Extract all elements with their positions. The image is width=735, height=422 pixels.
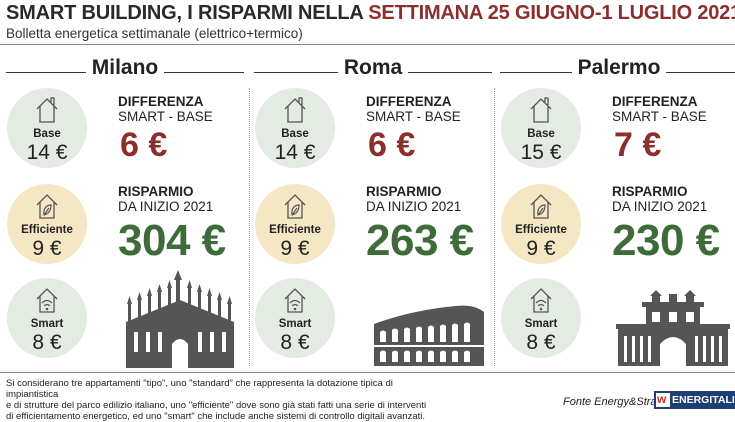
base-value: 14 €: [26, 141, 68, 164]
house-icon: [530, 97, 552, 123]
savings-value: 304 €: [118, 216, 226, 265]
house-leaf-icon: [36, 194, 58, 219]
savings-value: 230 €: [612, 216, 720, 265]
savings-label-line1: RISPARMIO: [612, 184, 688, 199]
house-leaf-icon: [530, 194, 552, 219]
brand-name: ENERGITALIA: [672, 394, 735, 406]
house-icon: [36, 97, 58, 123]
header-line-right: [408, 71, 493, 73]
base-circle: Base 15 €: [501, 88, 581, 168]
header-line-left: [500, 71, 572, 73]
note-line-2: e di strutture del parco edilizio italia…: [6, 400, 427, 411]
difference-label-line2: SMART - BASE: [118, 109, 213, 124]
difference-label: DIFFERENZA SMART - BASE: [118, 94, 213, 124]
smart-label: Smart: [278, 318, 312, 330]
smart-label: Smart: [30, 318, 64, 330]
header-line-left: [254, 71, 338, 73]
house-wifi-icon: [36, 288, 58, 313]
logo-glyph: w: [657, 392, 667, 406]
base-label: Base: [281, 128, 309, 140]
energitalia-badge: w ENERGITALIA: [654, 391, 735, 409]
efficient-label: Efficiente: [269, 224, 321, 236]
difference-label-line1: DIFFERENZA: [612, 94, 698, 109]
page-subtitle: Bolletta energetica settimanale (elettri…: [6, 26, 303, 41]
efficient-label: Efficiente: [21, 224, 73, 236]
teatro-politeama-icon: [616, 290, 730, 366]
efficient-label: Efficiente: [515, 224, 567, 236]
difference-label-line2: SMART - BASE: [612, 109, 707, 124]
page-title: SMART BUILDING, I RISPARMI NELLA SETTIMA…: [6, 2, 735, 25]
header-line-right: [666, 71, 735, 73]
difference-value: 6 €: [120, 126, 168, 164]
difference-label-line2: SMART - BASE: [366, 109, 461, 124]
savings-label: RISPARMIO DA INIZIO 2021: [612, 184, 707, 214]
city-name: Roma: [343, 56, 403, 79]
title-part-1: SMART BUILDING, I RISPARMI NELLA: [6, 2, 363, 24]
title-part-2: SETTIMANA 25 GIUGNO-1 LUGLIO 2021: [368, 2, 735, 24]
base-value: 14 €: [274, 141, 316, 164]
savings-value: 263 €: [366, 216, 474, 265]
difference-value: 6 €: [368, 126, 416, 164]
city-name: Milano: [91, 56, 159, 79]
house-wifi-icon: [530, 288, 552, 313]
city-header: Roma: [254, 56, 493, 80]
savings-label-line2: DA INIZIO 2021: [612, 199, 708, 214]
column-divider: [494, 88, 495, 366]
smart-circle: Smart 8 €: [7, 278, 87, 358]
city-block-milano: Milano Base 14 € Efficiente 9 € Smart: [6, 56, 244, 368]
duomo-milano-icon: [126, 270, 234, 368]
difference-label-line1: DIFFERENZA: [118, 94, 204, 109]
smart-value: 8 €: [32, 331, 62, 354]
smart-value: 8 €: [526, 331, 556, 354]
difference-label: DIFFERENZA SMART - BASE: [366, 94, 461, 124]
house-wifi-icon: [284, 288, 306, 313]
house-leaf-icon: [284, 194, 306, 219]
savings-label-line1: RISPARMIO: [118, 184, 194, 199]
energitalia-logo-icon: w: [656, 392, 670, 407]
methodology-note: Si considerano tre appartamenti "tipo", …: [6, 378, 446, 422]
savings-label-line1: RISPARMIO: [366, 184, 442, 199]
city-header: Milano: [6, 56, 244, 80]
note-line-3: di efficientamento energetico, ed uno "s…: [6, 411, 425, 422]
smart-circle: Smart 8 €: [255, 278, 335, 358]
city-name: Palermo: [577, 56, 661, 79]
efficient-circle: Efficiente 9 €: [501, 184, 581, 264]
header-line-left: [6, 71, 86, 73]
smart-label: Smart: [524, 318, 558, 330]
bottom-divider: [0, 372, 735, 373]
column-divider: [249, 88, 250, 366]
difference-label-line1: DIFFERENZA: [366, 94, 452, 109]
base-label: Base: [33, 128, 61, 140]
header-line-right: [164, 71, 244, 73]
savings-label-line2: DA INIZIO 2021: [366, 199, 462, 214]
house-icon: [284, 97, 306, 123]
efficient-circle: Efficiente 9 €: [7, 184, 87, 264]
difference-label: DIFFERENZA SMART - BASE: [612, 94, 707, 124]
efficient-value: 9 €: [32, 237, 62, 260]
savings-label: RISPARMIO DA INIZIO 2021: [366, 184, 461, 214]
savings-label: RISPARMIO DA INIZIO 2021: [118, 184, 213, 214]
difference-value: 7 €: [614, 126, 662, 164]
city-block-roma: Roma Base 14 € Efficiente 9 € Smart: [254, 56, 493, 368]
smart-circle: Smart 8 €: [501, 278, 581, 358]
smart-value: 8 €: [280, 331, 310, 354]
note-line-1: Si considerano tre appartamenti "tipo", …: [6, 378, 393, 400]
efficient-value: 9 €: [280, 237, 310, 260]
base-circle: Base 14 €: [255, 88, 335, 168]
top-divider: [0, 44, 735, 45]
source-credit: Fonte Energy&Strategy: [563, 396, 678, 408]
city-block-palermo: Palermo Base 15 € Efficiente 9 € Smar: [500, 56, 735, 368]
base-circle: Base 14 €: [7, 88, 87, 168]
efficient-value: 9 €: [526, 237, 556, 260]
city-header: Palermo: [500, 56, 735, 80]
savings-label-line2: DA INIZIO 2021: [118, 199, 214, 214]
base-label: Base: [527, 128, 555, 140]
efficient-circle: Efficiente 9 €: [255, 184, 335, 264]
base-value: 15 €: [520, 141, 562, 164]
colosseo-icon: [374, 305, 484, 366]
